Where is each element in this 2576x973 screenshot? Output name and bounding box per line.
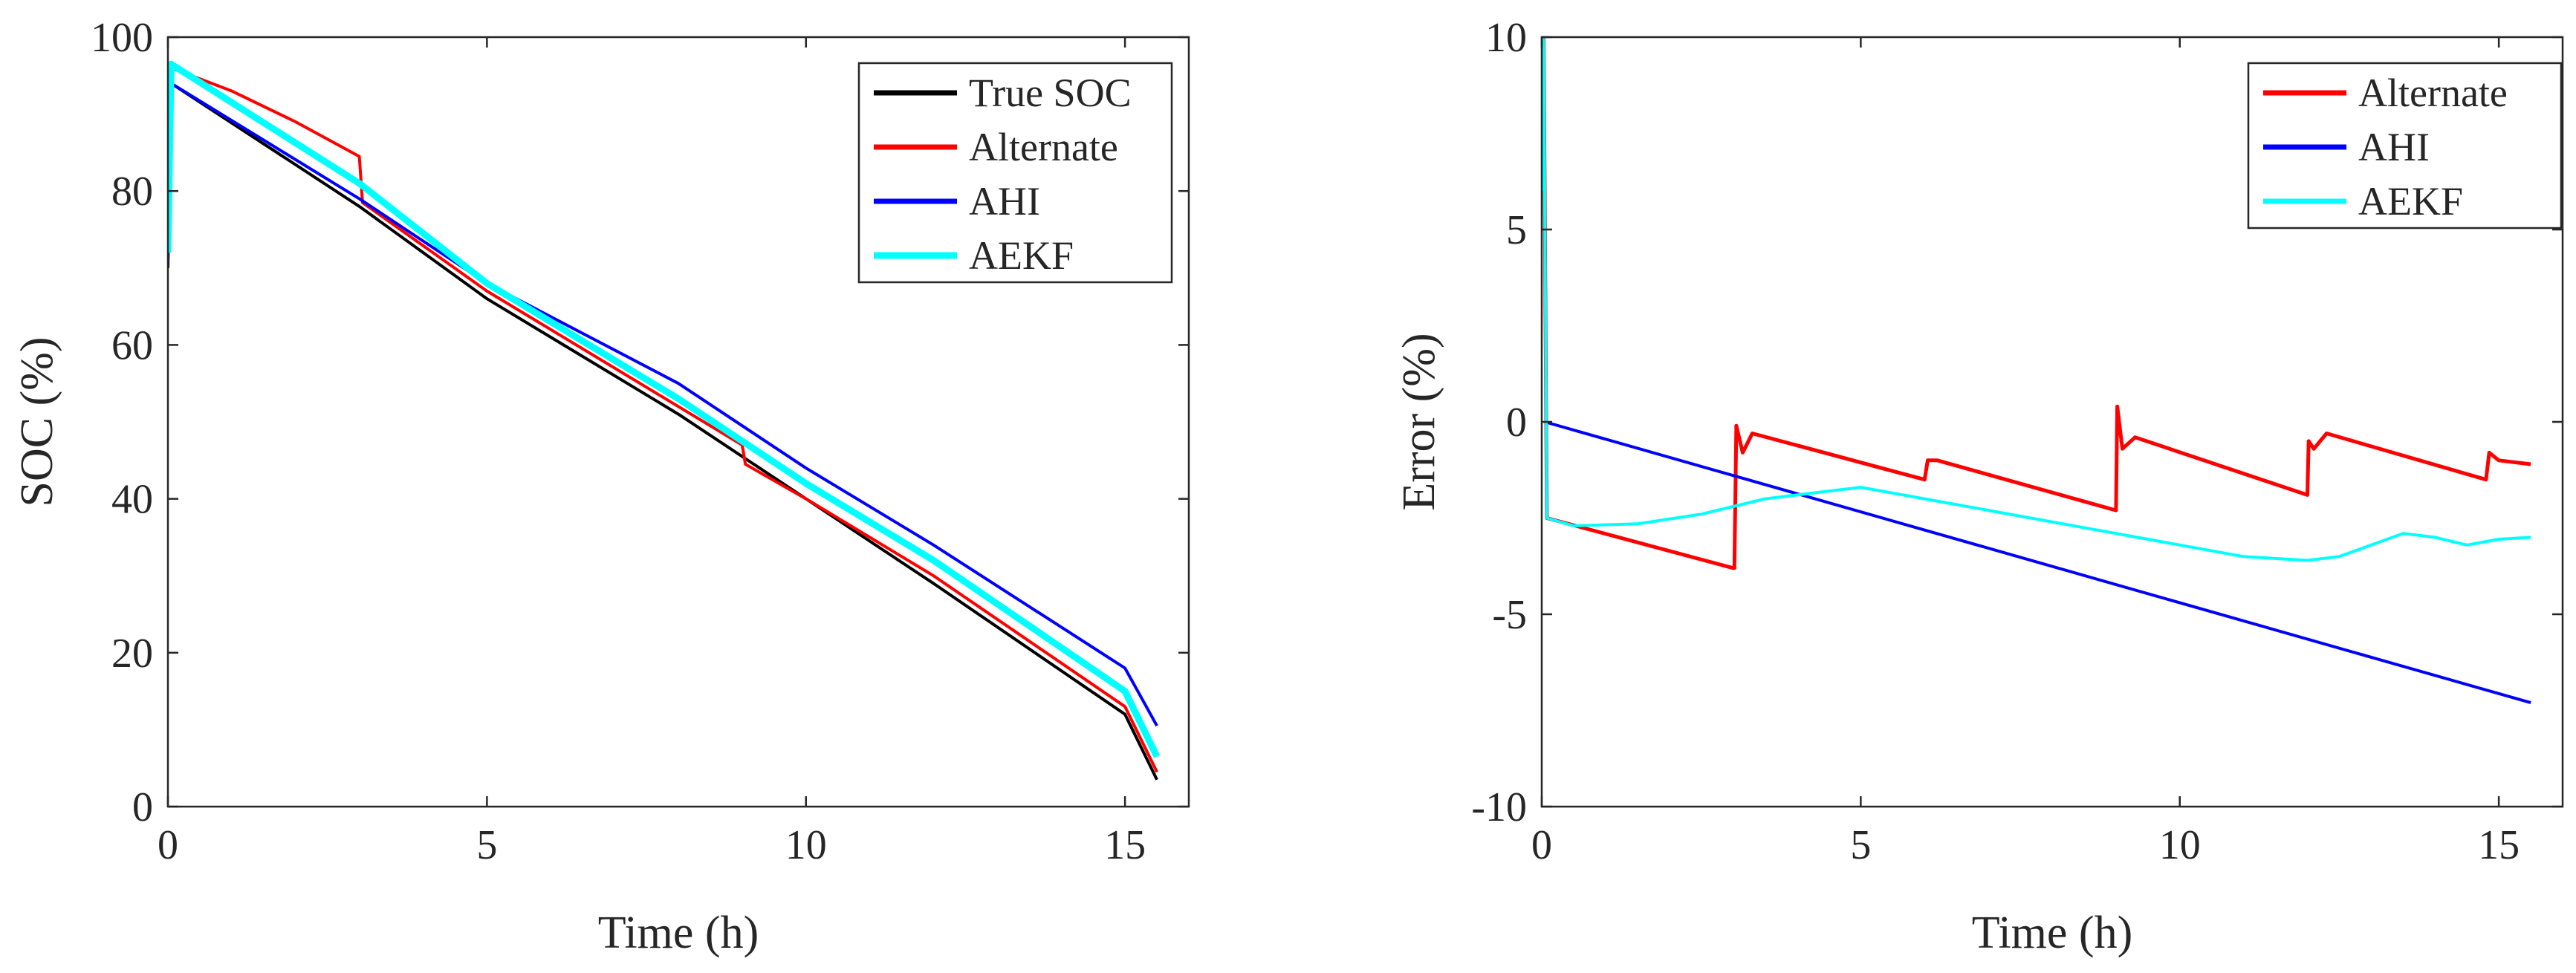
y-tick-label: 20	[111, 631, 153, 677]
legend: True SOC Alternate AHI AEKF	[857, 62, 1173, 284]
legend-label-aekf: AEKF	[2358, 179, 2463, 224]
x-axis-label: Time (h)	[1972, 908, 2132, 958]
x-tick-label: 10	[785, 822, 827, 868]
y-tick-label: 0	[1506, 400, 1527, 446]
legend-label-aekf: AEKF	[969, 233, 1074, 278]
legend: Alternate AHI AEKF	[2247, 62, 2563, 230]
y-tick-label: 5	[1506, 207, 1527, 253]
x-tick-label: 0	[158, 822, 178, 868]
y-tick-label: -10	[1471, 784, 1527, 830]
series-line-ahi	[168, 82, 1158, 727]
legend-box	[857, 62, 1173, 284]
chart-1: 0 5 10 15 0 20 40 60 80 100 Time (h) SOC (%) True SO…	[12, 15, 1190, 958]
x-tick-label: 0	[1531, 822, 1552, 868]
legend-label-alternate: Alternate	[2358, 71, 2508, 115]
series-line-true-soc	[168, 82, 1158, 781]
series-line-alternate	[168, 66, 1158, 773]
legend-label-ahi: AHI	[2358, 125, 2430, 169]
y-tick-label: 10	[1485, 15, 1527, 61]
y-tick-label: -5	[1492, 592, 1527, 638]
x-axis-label: Time (h)	[598, 908, 759, 958]
legend-label-alternate: Alternate	[969, 125, 1118, 169]
y-tick-label: 0	[132, 784, 153, 830]
axes-box	[166, 36, 1190, 808]
legend-label-ahi: AHI	[969, 179, 1040, 224]
series-line-ahi	[1544, 420, 2531, 705]
y-tick-label: 60	[111, 322, 153, 368]
series-line-aekf	[1542, 37, 2531, 562]
x-tick-label: 5	[1850, 822, 1871, 868]
x-tick-label: 15	[2478, 822, 2520, 868]
y-axis-label: SOC (%)	[12, 336, 62, 507]
x-tick-label: 15	[1104, 822, 1146, 868]
series-line-aekf	[168, 60, 1161, 758]
series-group	[168, 60, 1161, 781]
series-line-alternate	[1542, 37, 2531, 570]
x-tick-label: 5	[476, 822, 497, 868]
y-axis-label: Error (%)	[1394, 333, 1444, 510]
y-tick-label: 40	[111, 477, 153, 523]
series-group	[1542, 37, 2531, 705]
y-tick-label: 100	[91, 15, 153, 61]
chart-2: 0 5 10 15 -10 -5 0 5 10 Time (h) Error (%) Alternat…	[1394, 15, 2564, 958]
y-tick-label: 80	[111, 169, 153, 215]
legend-label-true-soc: True SOC	[969, 71, 1132, 115]
x-tick-label: 10	[2159, 822, 2201, 868]
